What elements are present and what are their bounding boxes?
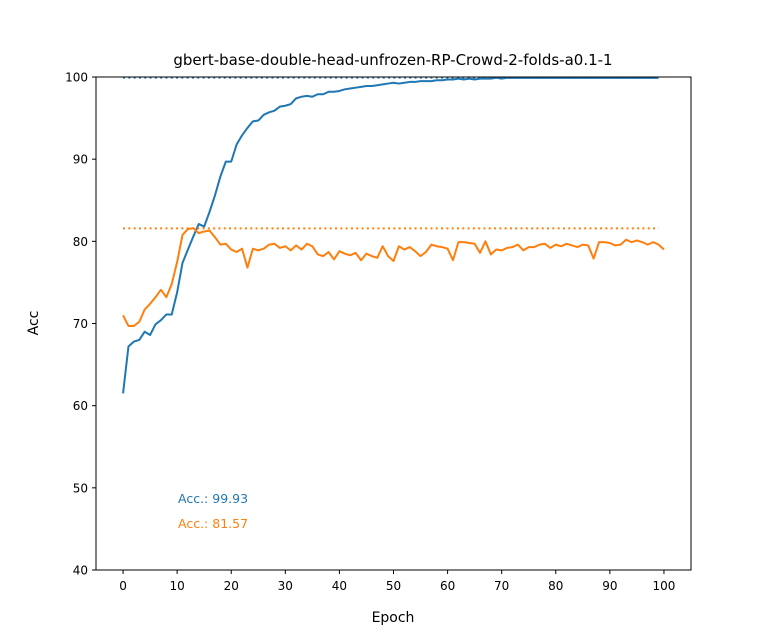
x-tick-label: 70 [494,579,509,593]
x-tick-label: 80 [548,579,563,593]
series-line-1 [122,227,665,327]
x-tick-label: 40 [332,579,347,593]
y-tick-label: 70 [73,317,88,331]
x-tick-label: 90 [602,579,617,593]
y-axis: 40 50 60 70 80 90 100 [65,71,96,578]
x-tick-label: 20 [224,579,239,593]
plot-area [122,76,665,394]
y-tick-label: 80 [73,235,88,249]
x-tick-label: 50 [386,579,401,593]
x-axis: 0 10 20 30 40 50 60 70 80 90 100 [119,570,675,593]
x-axis-label: Epoch [372,610,415,626]
y-tick-label: 90 [73,153,88,167]
y-axis-label: Acc [26,311,42,336]
x-tick-label: 0 [119,579,127,593]
series-line-0 [122,76,659,394]
x-tick-label: 10 [169,579,184,593]
x-tick-label: 30 [278,579,293,593]
x-tick-label: 60 [440,579,455,593]
annotation-acc-2: Acc.: 81.57 [178,516,248,531]
y-tick-label: 50 [73,481,88,495]
annotation-acc-1: Acc.: 99.93 [178,491,248,506]
y-tick-label: 60 [73,399,88,413]
y-tick-label: 40 [73,564,88,578]
y-tick-label: 100 [65,71,88,85]
x-tick-label: 100 [653,579,676,593]
chart-title: gbert-base-double-head-unfrozen-RP-Crowd… [173,51,612,69]
